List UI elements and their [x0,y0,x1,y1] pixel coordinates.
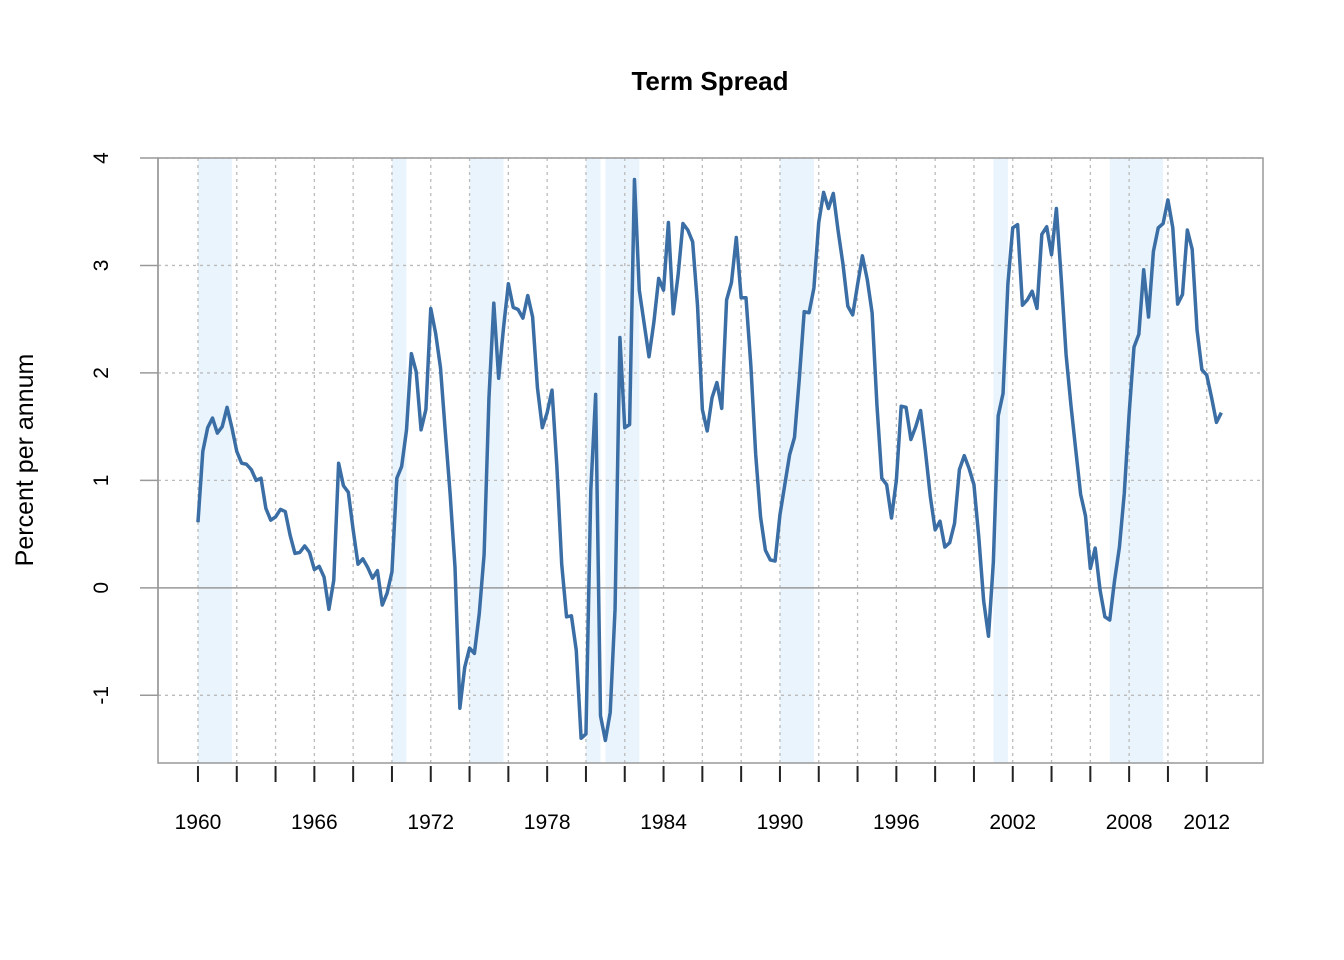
y-tick-label: 0 [90,582,113,594]
x-tick-label: 1960 [175,811,222,834]
x-tick-label: 1996 [873,811,920,834]
y-tick-label: 2 [90,367,113,379]
shaded-period [391,158,407,763]
shaded-period [779,158,814,763]
y-tick-label: -1 [90,686,113,705]
y-axis-label: Percent per annum [11,354,39,567]
x-tick-label: 1978 [524,811,571,834]
shaded-period [993,158,1008,763]
x-tick-label: 1972 [407,811,454,834]
y-tick-label: 1 [90,475,113,487]
x-tick-label: 1984 [640,811,687,834]
data-line [196,177,1223,743]
x-tick-label: 2012 [1183,811,1230,834]
x-tick-label: 1966 [291,811,338,834]
chart-title: Term Spread [631,66,788,96]
x-tick-label: 1990 [757,811,804,834]
y-tick-label: 4 [90,152,113,164]
x-tick-label: 2002 [989,811,1036,834]
x-tick-label: 2008 [1106,811,1153,834]
y-tick-label: 3 [90,260,113,272]
